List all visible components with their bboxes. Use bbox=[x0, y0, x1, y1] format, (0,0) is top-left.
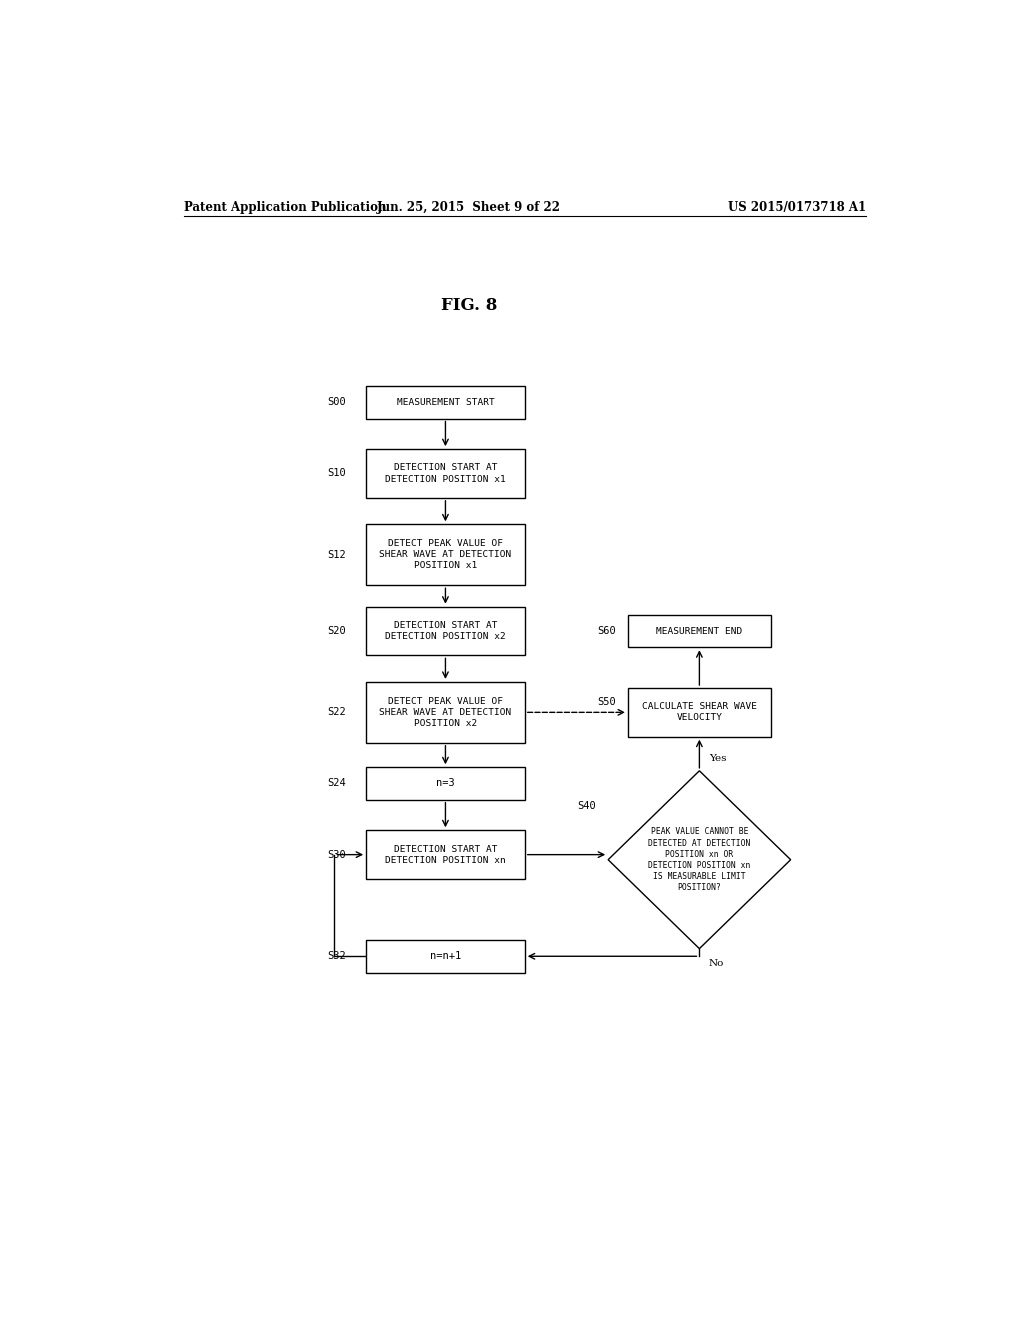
Text: n=3: n=3 bbox=[436, 779, 455, 788]
Text: S10: S10 bbox=[328, 469, 346, 478]
Text: S32: S32 bbox=[328, 952, 346, 961]
Text: Yes: Yes bbox=[709, 754, 726, 763]
Text: S20: S20 bbox=[328, 626, 346, 636]
Text: S22: S22 bbox=[328, 708, 346, 717]
Text: Patent Application Publication: Patent Application Publication bbox=[183, 201, 386, 214]
FancyBboxPatch shape bbox=[367, 940, 524, 973]
FancyBboxPatch shape bbox=[628, 688, 771, 737]
Text: FIG. 8: FIG. 8 bbox=[441, 297, 498, 314]
Text: US 2015/0173718 A1: US 2015/0173718 A1 bbox=[728, 201, 866, 214]
Polygon shape bbox=[608, 771, 791, 949]
Text: n=n+1: n=n+1 bbox=[430, 952, 461, 961]
Text: S60: S60 bbox=[597, 626, 616, 636]
FancyBboxPatch shape bbox=[367, 830, 524, 879]
FancyBboxPatch shape bbox=[628, 615, 771, 647]
Text: Jun. 25, 2015  Sheet 9 of 22: Jun. 25, 2015 Sheet 9 of 22 bbox=[377, 201, 561, 214]
FancyBboxPatch shape bbox=[367, 449, 524, 498]
FancyBboxPatch shape bbox=[367, 767, 524, 800]
Text: S40: S40 bbox=[578, 801, 596, 812]
Text: S50: S50 bbox=[597, 697, 616, 708]
Text: DETECT PEAK VALUE OF
SHEAR WAVE AT DETECTION
POSITION x2: DETECT PEAK VALUE OF SHEAR WAVE AT DETEC… bbox=[379, 697, 512, 727]
Text: DETECTION START AT
DETECTION POSITION x2: DETECTION START AT DETECTION POSITION x2 bbox=[385, 620, 506, 642]
Text: CALCULATE SHEAR WAVE
VELOCITY: CALCULATE SHEAR WAVE VELOCITY bbox=[642, 702, 757, 722]
FancyBboxPatch shape bbox=[367, 385, 524, 418]
Text: S00: S00 bbox=[328, 397, 346, 408]
Text: PEAK VALUE CANNOT BE
DETECTED AT DETECTION
POSITION xn OR
DETECTION POSITION xn
: PEAK VALUE CANNOT BE DETECTED AT DETECTI… bbox=[648, 828, 751, 892]
Text: DETECT PEAK VALUE OF
SHEAR WAVE AT DETECTION
POSITION x1: DETECT PEAK VALUE OF SHEAR WAVE AT DETEC… bbox=[379, 539, 512, 570]
Text: S12: S12 bbox=[328, 550, 346, 560]
Text: S24: S24 bbox=[328, 779, 346, 788]
Text: MEASUREMENT END: MEASUREMENT END bbox=[656, 627, 742, 635]
Text: S30: S30 bbox=[328, 850, 346, 859]
Text: DETECTION START AT
DETECTION POSITION xn: DETECTION START AT DETECTION POSITION xn bbox=[385, 845, 506, 865]
Text: DETECTION START AT
DETECTION POSITION x1: DETECTION START AT DETECTION POSITION x1 bbox=[385, 463, 506, 483]
FancyBboxPatch shape bbox=[367, 682, 524, 743]
FancyBboxPatch shape bbox=[367, 524, 524, 585]
Text: MEASUREMENT START: MEASUREMENT START bbox=[396, 397, 495, 407]
FancyBboxPatch shape bbox=[367, 607, 524, 656]
Text: No: No bbox=[709, 960, 724, 969]
